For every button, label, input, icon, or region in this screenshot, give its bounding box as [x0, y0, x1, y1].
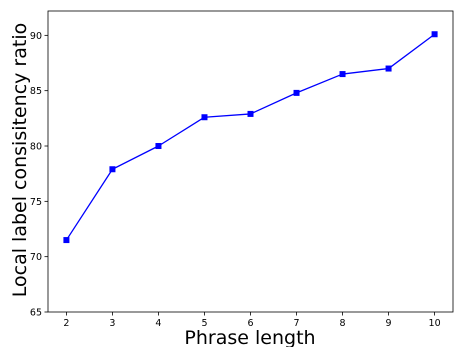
x-tick-label: 9	[386, 318, 392, 329]
x-tick-label: 5	[201, 318, 207, 329]
y-tick-label: 85	[30, 86, 42, 97]
data-point	[385, 65, 392, 72]
y-tick-label: 90	[30, 31, 42, 42]
data-point	[247, 110, 254, 117]
x-tick-label: 10	[429, 318, 441, 329]
x-tick-label: 4	[155, 318, 161, 329]
x-tick-label: 6	[247, 318, 253, 329]
series-layer	[63, 31, 438, 244]
data-point	[201, 114, 208, 121]
y-tick-label: 80	[30, 142, 42, 153]
y-tick-label: 70	[30, 252, 42, 263]
plot-background	[48, 11, 453, 312]
y-axis: 65 70 75 80 85 90	[30, 31, 48, 319]
x-tick-label: 8	[340, 318, 346, 329]
data-point	[293, 89, 300, 96]
data-point	[431, 31, 438, 38]
x-tick-label: 2	[63, 318, 69, 329]
x-tick-label: 3	[109, 318, 115, 329]
data-point	[155, 143, 162, 150]
x-axis: 2 3 4 5 6 7 8 9 10	[63, 312, 441, 329]
y-tick-label: 75	[30, 197, 42, 208]
data-point	[339, 71, 346, 78]
y-tick-label: 65	[30, 308, 42, 319]
x-tick-label: 7	[293, 318, 299, 329]
y-axis-title: Local label consisitency ratio	[9, 23, 31, 297]
x-axis-title: Phrase length	[184, 327, 315, 347]
data-point	[63, 237, 70, 244]
data-point	[109, 166, 116, 173]
